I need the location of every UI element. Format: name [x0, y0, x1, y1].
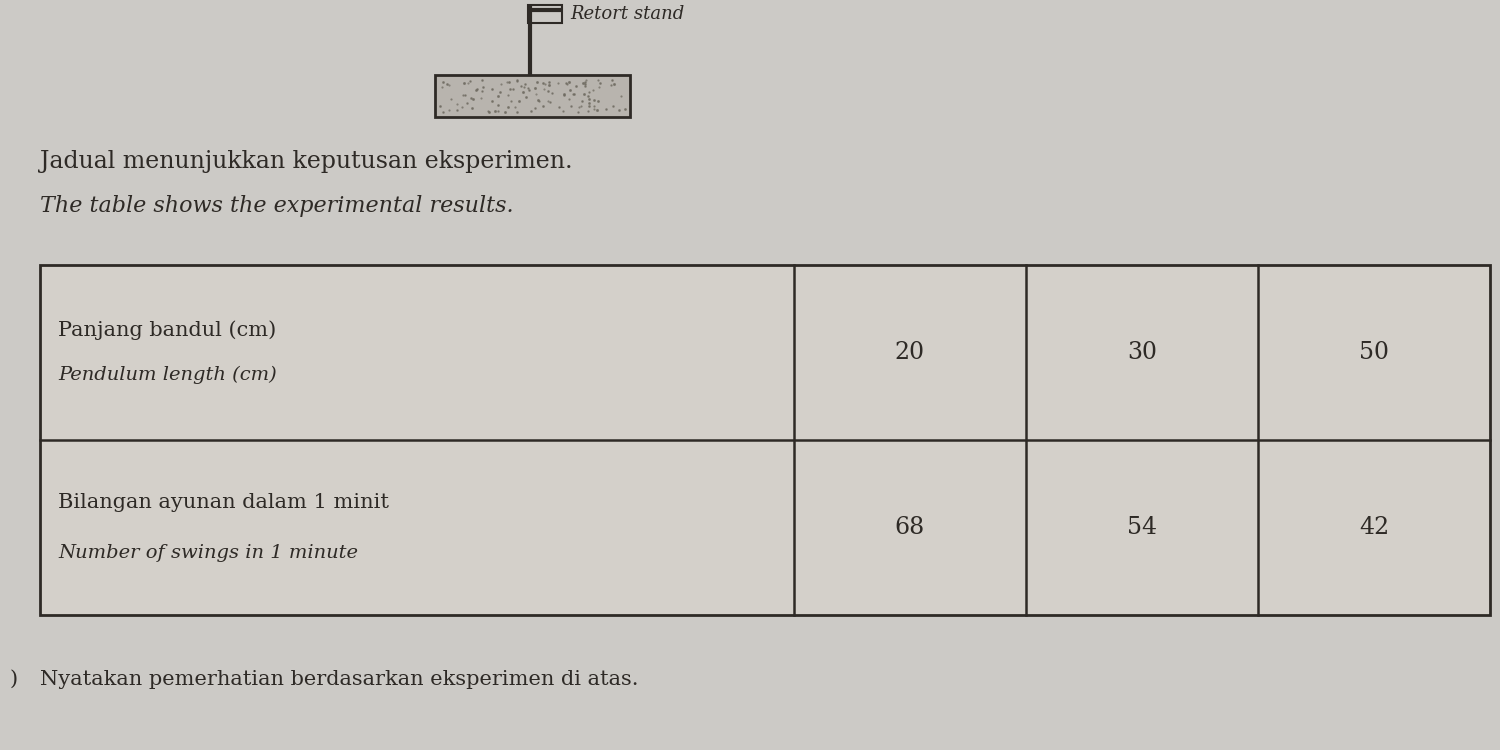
Bar: [1026, 440, 1258, 615]
Bar: [794, 265, 1026, 440]
Bar: [40, 440, 794, 615]
Text: ): ): [10, 670, 18, 689]
Bar: [794, 440, 1026, 615]
Text: Number of swings in 1 minute: Number of swings in 1 minute: [58, 544, 358, 562]
Text: Retort stand: Retort stand: [570, 5, 684, 23]
Bar: [528, 5, 562, 23]
Text: Pendulum length (cm): Pendulum length (cm): [58, 365, 276, 384]
Text: 20: 20: [896, 341, 926, 364]
Bar: [40, 265, 1490, 615]
Text: 54: 54: [1126, 516, 1156, 539]
Bar: [1258, 265, 1490, 440]
Text: 68: 68: [896, 516, 926, 539]
Bar: [1026, 265, 1258, 440]
Bar: [435, 75, 630, 117]
Text: Jadual menunjukkan keputusan eksperimen.: Jadual menunjukkan keputusan eksperimen.: [40, 150, 573, 173]
Text: 42: 42: [1359, 516, 1389, 539]
Text: 30: 30: [1126, 341, 1156, 364]
Text: 50: 50: [1359, 341, 1389, 364]
Text: Panjang bandul (cm): Panjang bandul (cm): [58, 321, 276, 340]
Bar: [1258, 440, 1490, 615]
Text: The table shows the experimental results.: The table shows the experimental results…: [40, 195, 513, 217]
Text: Bilangan ayunan dalam 1 minit: Bilangan ayunan dalam 1 minit: [58, 493, 388, 512]
Bar: [40, 265, 794, 440]
Text: Nyatakan pemerhatian berdasarkan eksperimen di atas.: Nyatakan pemerhatian berdasarkan eksperi…: [40, 670, 639, 689]
